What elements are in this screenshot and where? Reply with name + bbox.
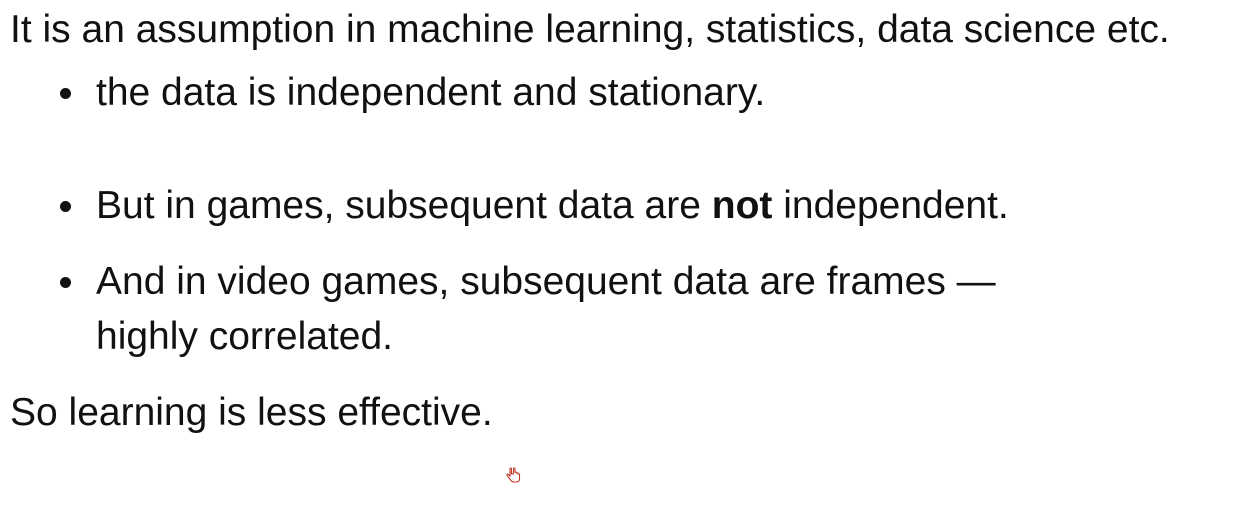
conclusion-text: So learning is less effective. — [10, 391, 493, 434]
bullet-text: the data is independent and stationary. — [96, 71, 766, 114]
bullet-dot-icon — [60, 277, 71, 288]
bullet-text-before: But in games, subsequent data are — [96, 184, 712, 227]
bullet-item-independent-stationary: the data is independent and stationary. — [10, 65, 1230, 120]
hand-cursor-icon — [506, 467, 521, 483]
bullet-dot-icon — [60, 201, 71, 212]
bullet-item-video-frames: And in video games, subsequent data are … — [10, 254, 1106, 364]
bullet-dot-icon — [60, 88, 71, 99]
bullet-bold-word: not — [711, 184, 773, 227]
bullet-text: And in video games, subsequent data are … — [96, 260, 996, 358]
intro-text: It is an assumption in machine learning,… — [10, 8, 1170, 51]
bullet-item-games-not-independent: But in games, subsequent data are not in… — [10, 178, 1230, 233]
bullet-text-after: independent. — [772, 184, 1009, 227]
bullet-list: the data is independent and stationary. … — [10, 65, 1230, 364]
slide-content: It is an assumption in machine learning,… — [10, 2, 1230, 479]
